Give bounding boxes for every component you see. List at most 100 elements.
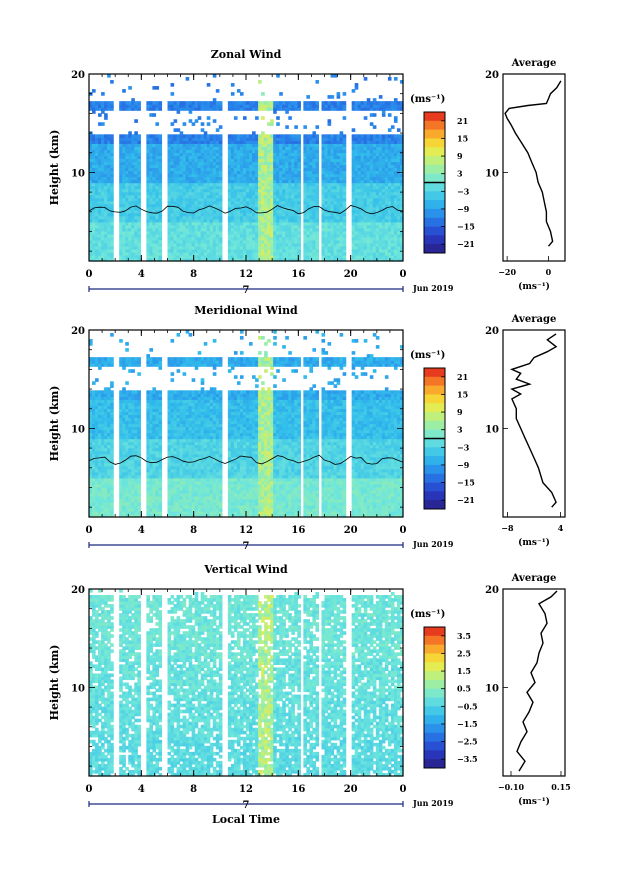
- heatmap-cell: [396, 209, 401, 214]
- heatmap-cell: [312, 254, 317, 259]
- heatmap-cell: [158, 218, 163, 223]
- heatmap-cell: [197, 140, 202, 144]
- heatmap-cell: [125, 480, 129, 485]
- heatmap-cell: [378, 209, 383, 214]
- heatmap-cell: [128, 146, 132, 151]
- heatmap-cell: [372, 230, 377, 235]
- heatmap-cell: [89, 411, 93, 416]
- heatmap-cell: [149, 212, 153, 217]
- heatmap-cell: [252, 239, 256, 244]
- heatmap-cell: [399, 164, 404, 169]
- heatmap-cell: [252, 101, 256, 105]
- heatmap-cell: [236, 167, 241, 172]
- heatmap-cell: [191, 230, 196, 235]
- heatmap-cell: [203, 215, 208, 220]
- heatmap-cell: [218, 170, 223, 175]
- heatmap-cell: [363, 161, 368, 166]
- heatmap-cell: [89, 474, 93, 479]
- heatmap-cell: [276, 107, 280, 111]
- heatmap-cell: [270, 209, 274, 214]
- heatmap-cell: [194, 197, 199, 202]
- heatmap-cell: [134, 221, 138, 226]
- x-tick-label: 16: [291, 269, 305, 280]
- heatmap-cell: [134, 134, 138, 138]
- heatmap-cell: [182, 155, 187, 160]
- heatmap-cell: [203, 227, 208, 232]
- heatmap-cell: [267, 191, 271, 196]
- heatmap-cell: [246, 101, 250, 105]
- heatmap-cell: [107, 107, 111, 111]
- heatmap-cell: [291, 194, 295, 199]
- heatmap-cell: [230, 254, 235, 259]
- heatmap-cell: [381, 254, 386, 259]
- heatmap-cell: [131, 197, 135, 202]
- heatmap-cell: [125, 185, 129, 190]
- heatmap-cell: [249, 191, 253, 196]
- heatmap-cell: [122, 399, 126, 403]
- heatmap-cell: [137, 236, 141, 241]
- heatmap-cell: [288, 191, 292, 196]
- heatmap-cell: [267, 248, 271, 253]
- heatmap-cell: [342, 245, 347, 250]
- heatmap-cell: [396, 185, 401, 190]
- heatmap-cell: [276, 146, 280, 151]
- heatmap-cell: [315, 209, 320, 214]
- heatmap-cell: [233, 170, 238, 175]
- heatmap-cell: [330, 143, 335, 147]
- heatmap-cell: [185, 140, 190, 144]
- heatmap-cell: [273, 194, 277, 199]
- heatmap-cell: [179, 185, 184, 190]
- heatmap-cell: [146, 170, 150, 175]
- heatmap-cell: [363, 107, 368, 111]
- heatmap-cell: [270, 215, 274, 220]
- heatmap-cell: [236, 155, 241, 160]
- heatmap-cell: [131, 173, 135, 178]
- heatmap-cell: [312, 212, 317, 217]
- heatmap-cell: [98, 134, 102, 138]
- heatmap-cell: [273, 188, 277, 193]
- heatmap-cell: [203, 137, 208, 141]
- heatmap-cell: [110, 384, 114, 388]
- heatmap-cell: [104, 149, 108, 154]
- heatmap-cell: [357, 179, 362, 184]
- heatmap-cell: [191, 137, 196, 141]
- heatmap-cell: [363, 170, 368, 175]
- heatmap-cell: [294, 146, 298, 151]
- heatmap-cell: [233, 137, 238, 141]
- heatmap-cell: [149, 254, 153, 259]
- heatmap-cell: [342, 158, 347, 163]
- heatmap-cell: [363, 77, 368, 81]
- heatmap-cell: [381, 170, 386, 175]
- heatmap-cell: [242, 176, 247, 181]
- heatmap-cell: [246, 191, 250, 196]
- heatmap-cell: [366, 221, 371, 226]
- heatmap-cell: [252, 107, 256, 111]
- heatmap-cell: [119, 408, 123, 413]
- heatmap-cell: [230, 104, 235, 108]
- heatmap-cell: [134, 182, 138, 187]
- heatmap-cell: [324, 137, 329, 141]
- heatmap-cell: [107, 456, 111, 461]
- heatmap-cell: [176, 212, 181, 217]
- heatmap-cell: [134, 140, 138, 144]
- heatmap-cell: [119, 444, 123, 449]
- heatmap-cell: [107, 242, 111, 247]
- heatmap-cell: [122, 89, 126, 93]
- heatmap-cell: [98, 122, 102, 126]
- heatmap-cell: [218, 209, 223, 214]
- heatmap-cell: [288, 227, 292, 232]
- heatmap-cell: [170, 155, 175, 160]
- heatmap-cell: [236, 209, 241, 214]
- heatmap-cell: [206, 158, 211, 163]
- heatmap-cell: [294, 248, 298, 253]
- heatmap-cell: [89, 495, 93, 500]
- heatmap-cell: [294, 239, 298, 244]
- heatmap-cell: [215, 161, 220, 166]
- heatmap-cell: [303, 146, 307, 151]
- heatmap-cell: [119, 191, 123, 196]
- heatmap-cell: [101, 137, 105, 141]
- heatmap-cell: [399, 242, 404, 247]
- heatmap-cell: [339, 101, 344, 105]
- heatmap-cell: [270, 236, 274, 241]
- heatmap-cell: [110, 158, 114, 163]
